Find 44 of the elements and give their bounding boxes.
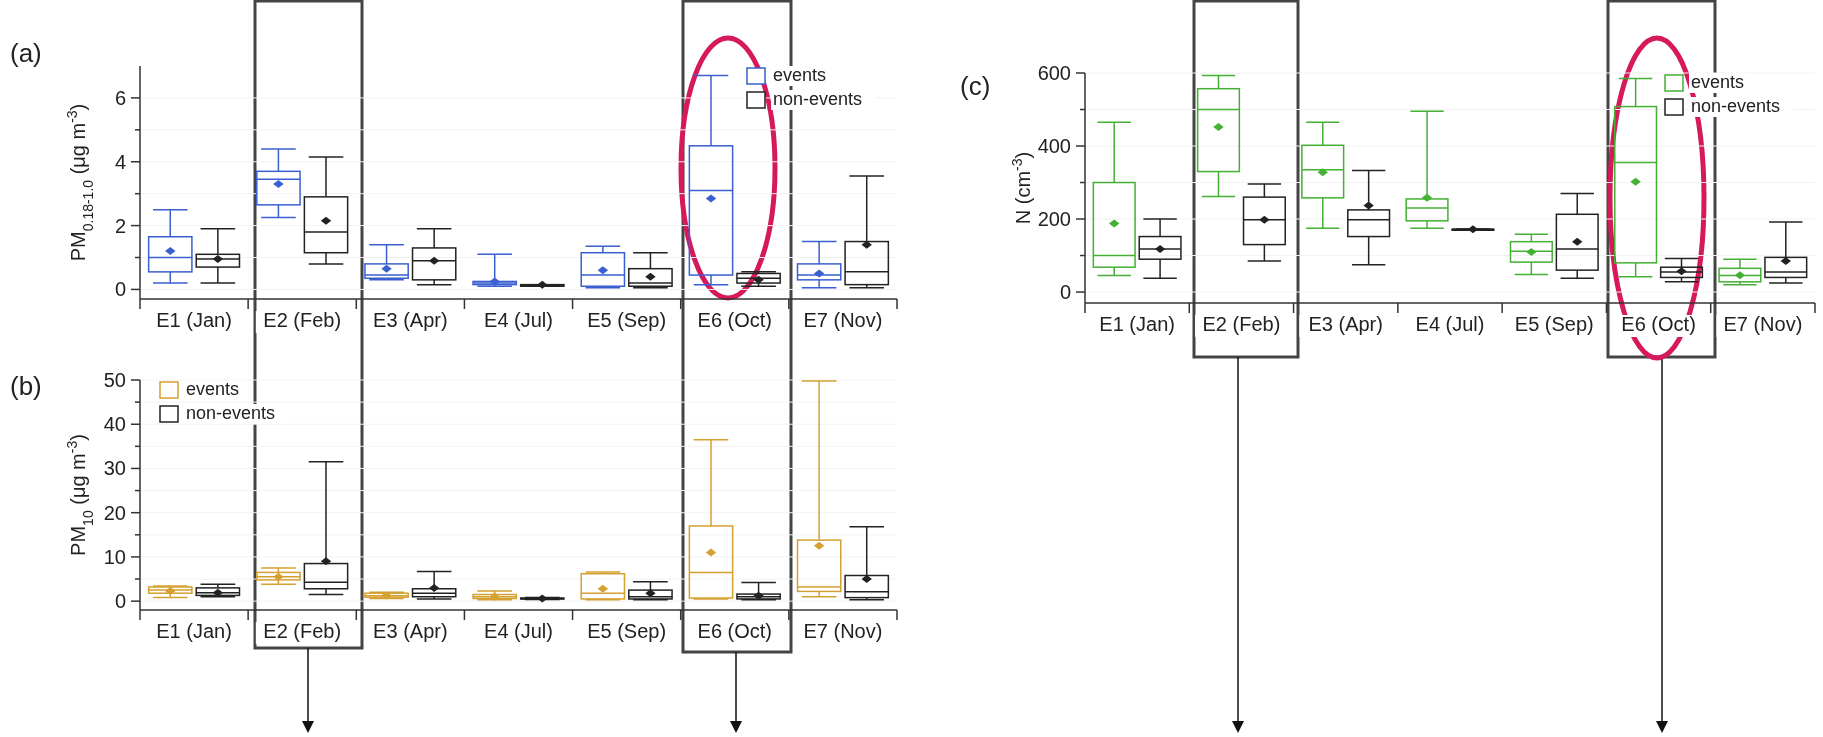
y-tick-label: 20 bbox=[103, 501, 126, 524]
legend-label: non-events bbox=[186, 403, 276, 423]
y-tick-label: 4 bbox=[114, 150, 126, 173]
x-tick-label: E1 (Jan) bbox=[1099, 313, 1175, 335]
y-tick-label: 10 bbox=[103, 545, 126, 568]
y-tick-label: 0 bbox=[114, 590, 126, 613]
x-tick-label: E2 (Feb) bbox=[1202, 313, 1281, 335]
x-tick-label: E5 (Sep) bbox=[587, 620, 667, 642]
x-tick-label: E2 (Feb) bbox=[263, 620, 342, 642]
x-tick-label: E3 (Apr) bbox=[373, 620, 448, 642]
legend-label: non-events bbox=[1691, 96, 1781, 116]
x-tick-label: E4 (Jul) bbox=[484, 620, 553, 642]
x-tick-label: E3 (Apr) bbox=[373, 309, 448, 331]
y-tick-label: 400 bbox=[1037, 135, 1071, 158]
legend-label: events bbox=[773, 65, 827, 85]
chart-title: (c) bbox=[960, 71, 991, 101]
chart-title: (b) bbox=[10, 371, 42, 401]
x-tick-label: E5 (Sep) bbox=[587, 309, 667, 331]
y-tick-label: 0 bbox=[114, 278, 126, 301]
legend-label: events bbox=[186, 379, 240, 399]
x-tick-label: E6 (Oct) bbox=[1621, 313, 1696, 335]
y-tick-label: 2 bbox=[114, 214, 126, 237]
x-tick-label: E7 (Nov) bbox=[803, 309, 883, 331]
x-tick-label: E4 (Jul) bbox=[1415, 313, 1485, 335]
x-tick-label: E4 (Jul) bbox=[484, 309, 553, 331]
chart-title: (a) bbox=[10, 38, 42, 68]
x-tick-label: E3 (Apr) bbox=[1308, 313, 1383, 335]
x-tick-label: E1 (Jan) bbox=[156, 620, 232, 642]
x-tick-label: E6 (Oct) bbox=[697, 620, 773, 642]
y-tick-label: 6 bbox=[114, 86, 126, 109]
x-tick-label: E1 (Jan) bbox=[156, 309, 232, 331]
legend-label: events bbox=[1691, 72, 1745, 92]
x-tick-label: E7 (Nov) bbox=[1723, 313, 1803, 335]
y-tick-label: 40 bbox=[103, 413, 126, 436]
y-tick-label: 200 bbox=[1037, 208, 1071, 231]
x-tick-label: E5 (Sep) bbox=[1514, 313, 1594, 335]
x-tick-label: E7 (Nov) bbox=[803, 620, 883, 642]
y-tick-label: 50 bbox=[103, 369, 126, 391]
legend-label: non-events bbox=[773, 89, 863, 109]
y-tick-label: 600 bbox=[1037, 62, 1071, 84]
y-tick-label: 0 bbox=[1059, 281, 1071, 304]
x-tick-label: E2 (Feb) bbox=[263, 309, 342, 331]
y-tick-label: 30 bbox=[103, 457, 126, 480]
x-tick-label: E6 (Oct) bbox=[697, 309, 773, 331]
